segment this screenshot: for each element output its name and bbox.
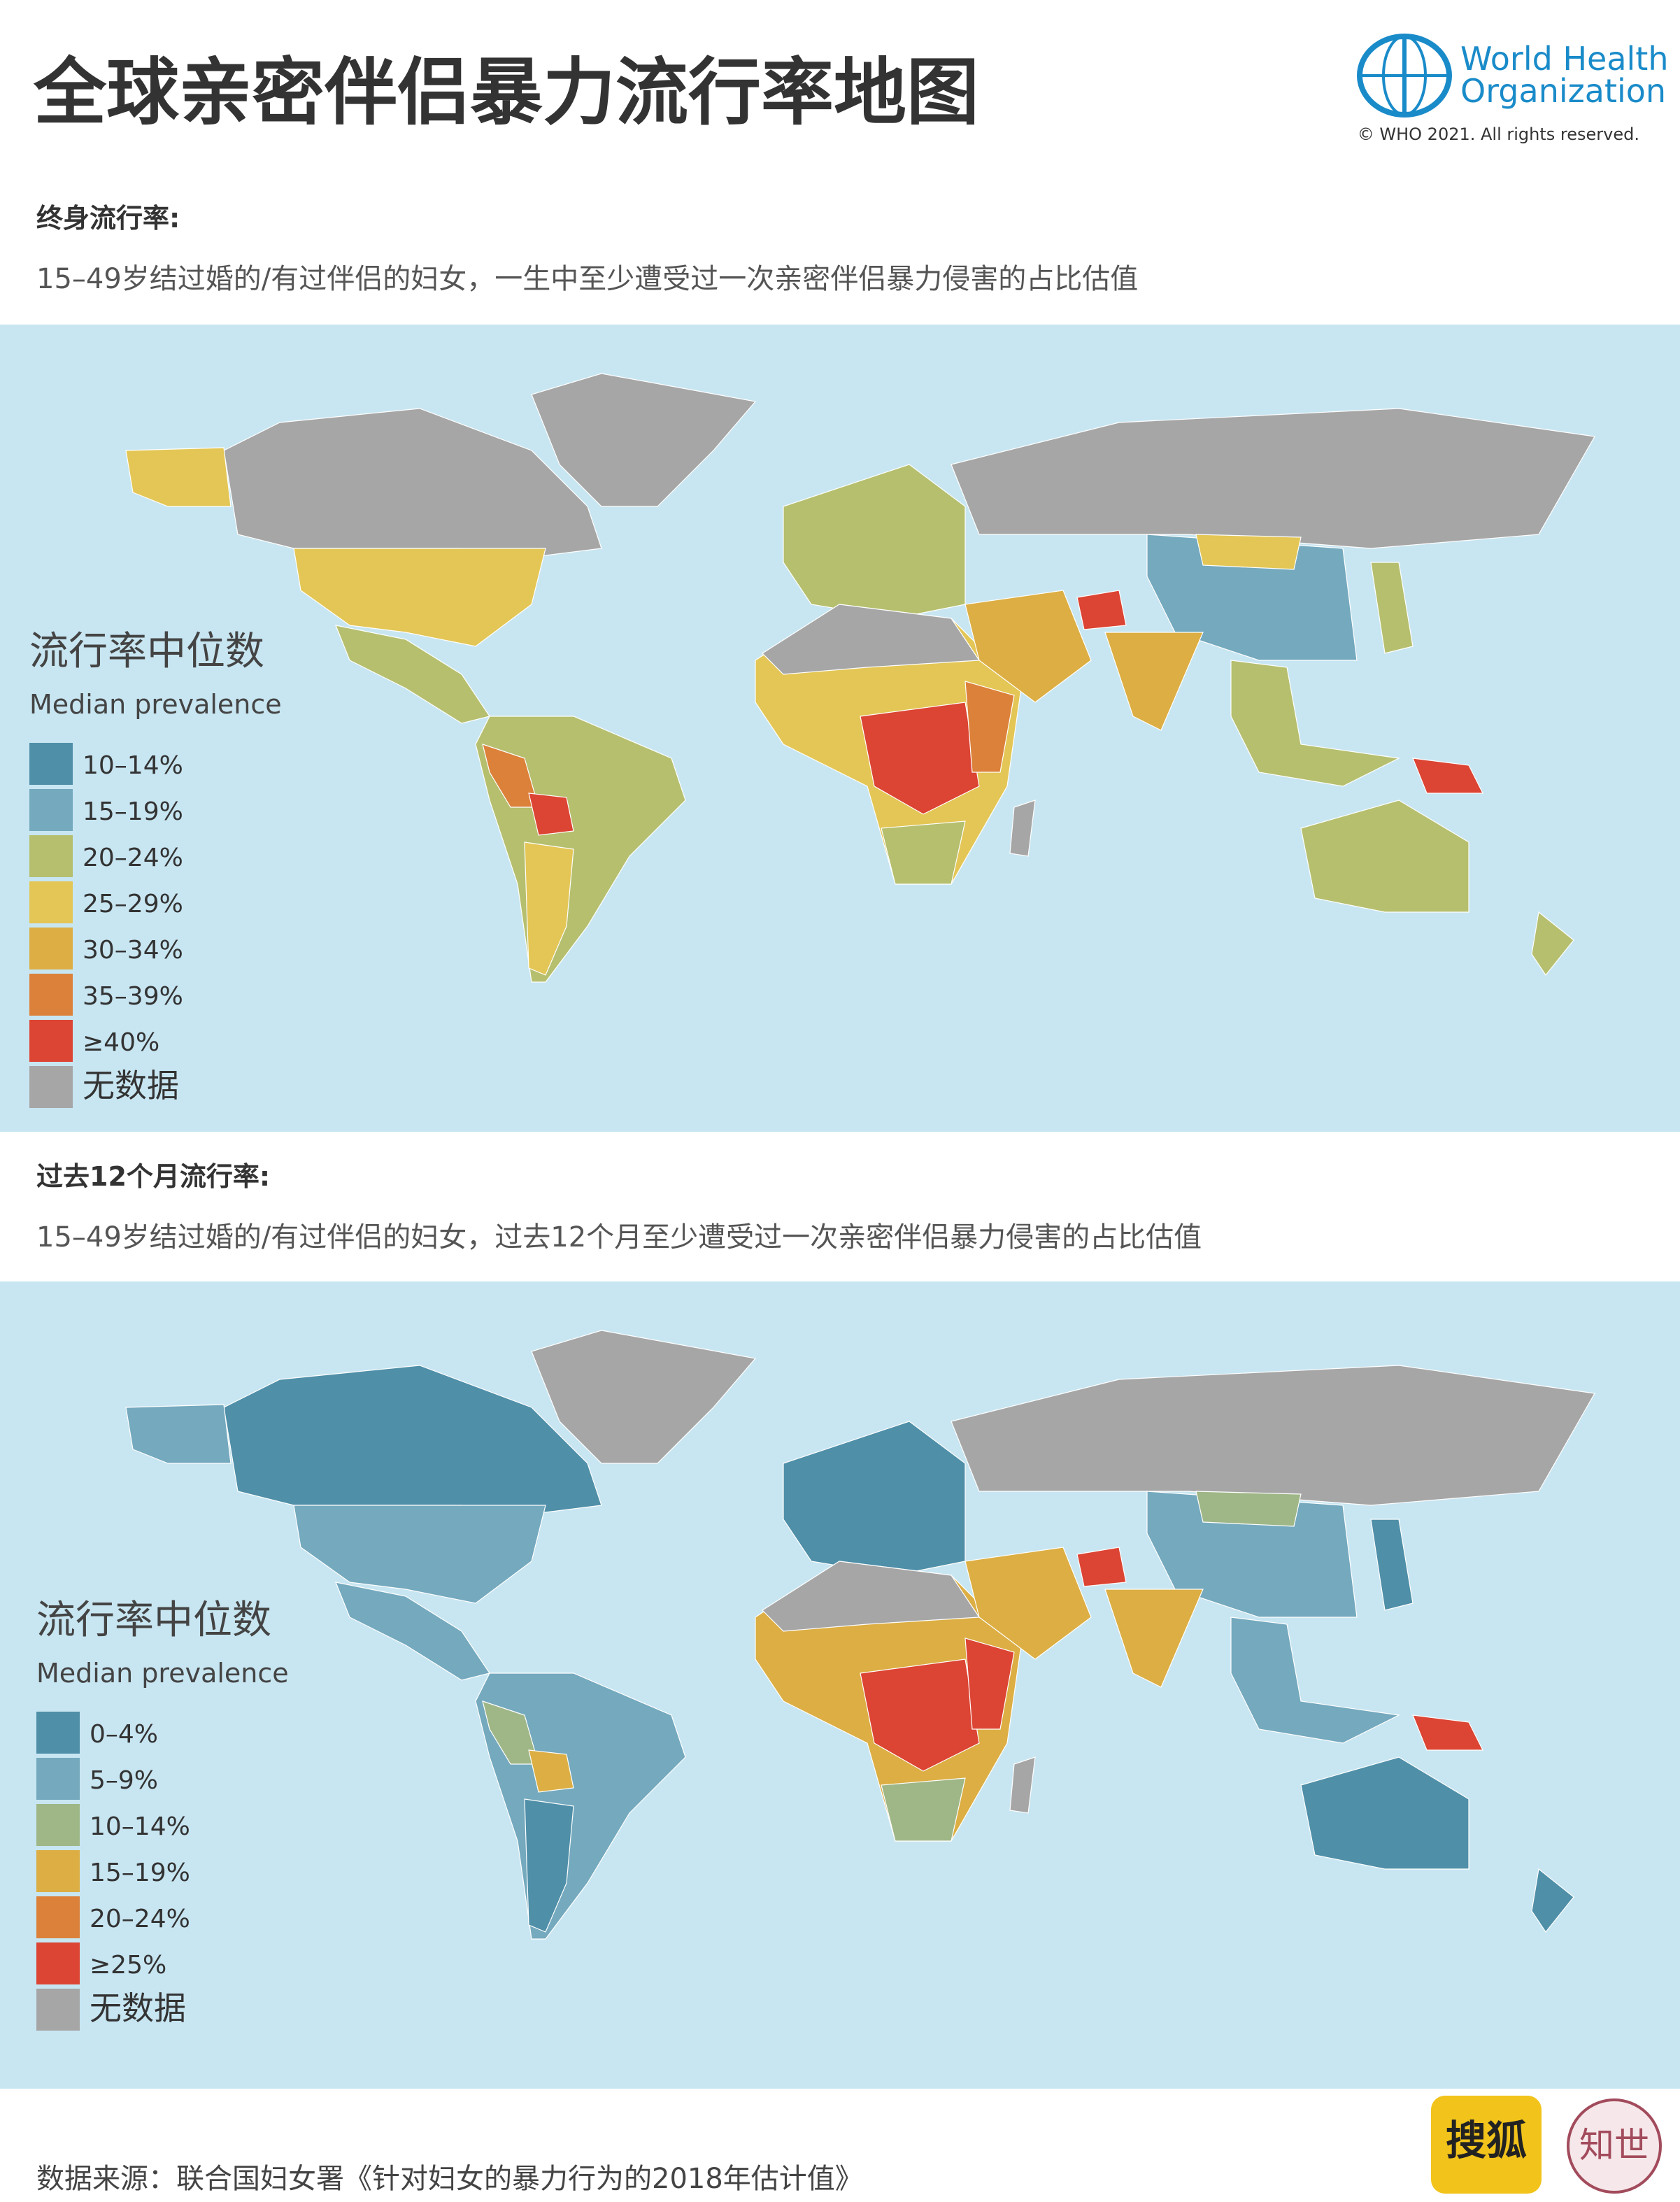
legend-label: 无数据	[83, 1067, 179, 1104]
legend-swatch	[29, 835, 73, 877]
legend-label: 25–29%	[83, 890, 183, 918]
india	[1104, 632, 1204, 731]
afghanistan	[1076, 1547, 1127, 1587]
sohu-badge	[1431, 2096, 1542, 2194]
zhishi-badge	[1567, 2098, 1662, 2194]
middle-east	[964, 590, 1092, 703]
legend-title: 流行率中位数	[36, 1598, 271, 1643]
alaska	[125, 1404, 232, 1464]
afghanistan	[1076, 590, 1127, 630]
madagascar	[1009, 800, 1036, 857]
china	[1146, 1491, 1358, 1618]
central-america	[335, 1582, 490, 1681]
canada	[223, 408, 602, 556]
papua	[1412, 1714, 1483, 1751]
legend-swatch	[29, 789, 73, 831]
japan	[1370, 562, 1414, 654]
new-zealand	[1531, 1868, 1574, 1933]
legend-label: 20–24%	[90, 1905, 190, 1933]
legend-swatch	[29, 928, 73, 969]
legend-label: 15–19%	[83, 797, 183, 826]
copyright: © WHO 2021. All rights reserved.	[1358, 125, 1639, 144]
legend-swatch	[36, 1804, 80, 1846]
papua	[1412, 758, 1483, 794]
china	[1146, 534, 1358, 661]
mongolia	[1195, 1491, 1302, 1527]
east-africa	[964, 681, 1015, 773]
source: 数据来源：联合国妇女署《针对妇女的暴力行为的2018年估计值》	[36, 2163, 863, 2195]
usa	[293, 548, 546, 647]
legend-label: 20–24%	[83, 844, 183, 872]
world-map	[125, 1330, 1595, 1940]
russia	[951, 1365, 1595, 1506]
central-africa	[860, 1658, 980, 1772]
bolivia	[528, 1749, 574, 1793]
legend-subtitle: Median prevalence	[36, 1658, 289, 1689]
europe	[783, 1421, 966, 1576]
legend-swatch	[29, 881, 73, 923]
alaska	[125, 447, 232, 507]
east-africa	[964, 1638, 1015, 1730]
peru	[482, 1700, 539, 1765]
logo-text: Organization	[1460, 72, 1666, 110]
legend-swatch	[36, 1758, 80, 1800]
legend-label: 30–34%	[83, 936, 183, 965]
zhishi-text: 知世	[1579, 2125, 1649, 2166]
legend-label: 10–14%	[90, 1812, 190, 1841]
legend-label: ≥40%	[83, 1028, 159, 1057]
bolivia	[528, 793, 574, 836]
canada	[223, 1365, 602, 1513]
se-asia	[1230, 660, 1400, 787]
legend-subtitle: Median prevalence	[29, 689, 282, 720]
section-heading: 过去12个月流行率:	[36, 1161, 270, 1192]
legend-label: 无数据	[90, 1989, 186, 2027]
legend-swatch	[36, 1850, 80, 1892]
legend-swatch	[36, 1989, 80, 2031]
europe	[783, 464, 966, 619]
central-america	[335, 625, 490, 724]
central-africa	[860, 702, 980, 815]
australia	[1300, 800, 1469, 913]
legend-label: 0–4%	[90, 1720, 158, 1749]
mongolia	[1195, 534, 1302, 570]
south-africa	[881, 1777, 966, 1842]
legend-label: 15–19%	[90, 1859, 190, 1887]
australia	[1300, 1756, 1469, 1870]
title: 全球亲密伴侣暴力流行率地图	[33, 50, 979, 135]
legend-swatch	[29, 1066, 73, 1108]
world-map	[125, 373, 1595, 983]
legend-label: ≥25%	[90, 1951, 166, 1980]
peru	[482, 744, 539, 808]
south-africa	[881, 821, 966, 885]
legend-label: 5–9%	[90, 1766, 158, 1795]
argentina	[524, 841, 574, 976]
usa	[293, 1505, 546, 1604]
argentina	[524, 1798, 574, 1933]
india	[1104, 1589, 1204, 1688]
greenland	[531, 1330, 757, 1464]
madagascar	[1009, 1756, 1036, 1814]
logo-text: World Health	[1460, 40, 1669, 78]
new-zealand	[1531, 911, 1574, 976]
russia	[951, 408, 1595, 549]
legend-swatch	[36, 1942, 80, 1984]
se-asia	[1230, 1617, 1400, 1744]
who-emblem	[1357, 34, 1452, 118]
legend-swatch	[29, 1020, 73, 1062]
legend-swatch	[29, 743, 73, 785]
legend-label: 35–39%	[83, 982, 183, 1011]
sohu-text: 搜狐	[1446, 2117, 1527, 2164]
legend-swatch	[36, 1896, 80, 1938]
section-description: 15–49岁结过婚的/有过伴侣的妇女，过去12个月至少遭受过一次亲密伴侣暴力侵害…	[36, 1221, 1202, 1253]
greenland	[531, 373, 757, 507]
legend-swatch	[29, 974, 73, 1016]
middle-east	[964, 1547, 1092, 1660]
legend-swatch	[36, 1712, 80, 1754]
legend-title: 流行率中位数	[29, 629, 264, 674]
section-description: 15–49岁结过婚的/有过伴侣的妇女，一生中至少遭受过一次亲密伴侣暴力侵害的占比…	[36, 263, 1138, 295]
japan	[1370, 1519, 1414, 1611]
legend-label: 10–14%	[83, 751, 183, 780]
section-heading: 终身流行率:	[36, 203, 180, 234]
